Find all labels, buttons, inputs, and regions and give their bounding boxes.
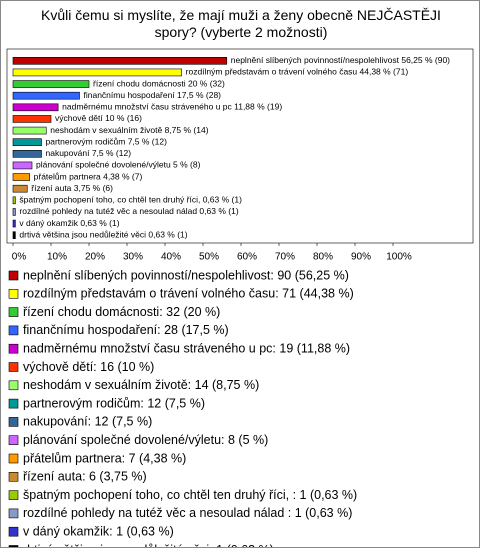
data-label: rozdílné pohledy na tutéž věc a nesoulad… (19, 206, 238, 216)
data-label: neshodám v sexuálním životě 8,75 % (14) (50, 125, 208, 135)
bar (12, 196, 16, 205)
legend-label: partnerovým rodičům: 12 (7,5 %) (23, 396, 205, 410)
legend-swatch (8, 435, 19, 446)
legend-label: přátelům partnera: 7 (4,38 %) (23, 451, 186, 465)
legend-label: finančnímu hospodaření: 28 (17,5 %) (23, 323, 229, 337)
bar (12, 80, 90, 88)
data-label: řízení chodu domácnosti 20 % (32) (93, 78, 225, 88)
bar (12, 219, 16, 228)
bar (12, 161, 33, 170)
legend-swatch (8, 508, 19, 519)
bar (12, 208, 16, 216)
x-tick-label: 90% (351, 252, 371, 263)
legend-swatch (8, 453, 19, 464)
x-tick-label: 100% (386, 252, 412, 263)
bar (12, 126, 47, 135)
legend-label: drtivá většina jsou nedůležité věci: 1 (… (23, 543, 274, 547)
legend-label: nakupování: 12 (7,5 %) (23, 415, 152, 429)
data-label: přátelům partnera 4,38 % (7) (34, 171, 143, 181)
legend-swatch (8, 526, 19, 537)
x-tick-label: 70% (275, 252, 295, 263)
legend-swatch (8, 270, 19, 281)
bar (12, 103, 59, 112)
x-tick-label: 40% (161, 252, 181, 263)
legend-label: neshodám v sexuálním životě: 14 (8,75 %) (23, 378, 259, 392)
legend-swatch (8, 307, 19, 317)
data-label: plánování společné dovolené/výletu 5 % (… (36, 160, 201, 170)
data-label: rozdílným představám o trávení volného č… (186, 67, 409, 77)
data-label: nakupování 7,5 % (12) (46, 148, 132, 158)
bar (12, 68, 182, 77)
legend-swatch (8, 417, 19, 427)
data-label: výchově dětí 10 % (16) (55, 113, 142, 123)
x-tick-label: 80% (313, 252, 333, 263)
data-label: v dáný okamžik 0,63 % (1) (19, 218, 119, 228)
x-tick-label: 50% (199, 252, 219, 263)
data-label: finančnímu hospodaření 17,5 % (28) (84, 90, 222, 100)
legend-swatch (8, 398, 19, 409)
data-label: nadměrnému množství času stráveného u pc… (62, 102, 282, 112)
x-tick-label: 60% (237, 252, 257, 263)
data-label: partnerovým rodičům 7,5 % (12) (46, 136, 168, 146)
legend-swatch (8, 325, 19, 336)
legend-swatch (8, 471, 19, 482)
bar (12, 173, 30, 181)
chart-title: Kvůli čemu si myslíte, že mají muži a že… (41, 7, 441, 40)
legend-swatch (8, 288, 19, 299)
bar (12, 138, 42, 146)
data-label: drtivá většina jsou nedůležité věci 0,63… (19, 229, 187, 239)
legend-label: nadměrnému množství času stráveného u pc… (23, 341, 350, 355)
bar (12, 150, 42, 158)
legend-label: řízení auta: 6 (3,75 %) (23, 470, 147, 484)
legend-swatch (8, 343, 19, 354)
legend-label: špatným pochopení toho, co chtěl ten dru… (23, 488, 357, 502)
bar (12, 115, 52, 123)
bar (12, 184, 28, 193)
bar (12, 91, 80, 100)
legend-swatch (8, 545, 19, 547)
legend-label: rozdílné pohledy na tutéž věc a nesoulad… (23, 506, 352, 520)
plot-area (6, 48, 474, 244)
legend-label: neplnění slíbených povinností/nespolehli… (23, 268, 349, 282)
x-tick-label: 20% (85, 252, 105, 263)
x-tick-label: 10% (47, 252, 67, 263)
data-label: řízení auta 3,75 % (6) (31, 183, 113, 193)
data-label: neplnění slíbených povinností/nespolehli… (231, 55, 450, 65)
legend-label: řízení chodu domácnosti: 32 (20 %) (23, 305, 220, 319)
legend-label: v dáný okamžik: 1 (0,63 %) (23, 524, 174, 538)
legend-label: rozdílným představám o trávení volného č… (23, 287, 354, 301)
data-label: špatným pochopení toho, co chtěl ten dru… (19, 195, 242, 205)
x-tick-label: 0% (12, 252, 27, 263)
legend-label: výchově dětí: 16 (10 %) (23, 360, 154, 374)
legend-swatch (8, 490, 19, 500)
legend-swatch (8, 380, 19, 391)
legend-label: plánování společné dovolené/výletu: 8 (5… (23, 433, 268, 447)
x-tick-label: 30% (123, 252, 143, 263)
legend-swatch (8, 362, 19, 372)
bar (12, 231, 16, 239)
bar (12, 57, 228, 65)
